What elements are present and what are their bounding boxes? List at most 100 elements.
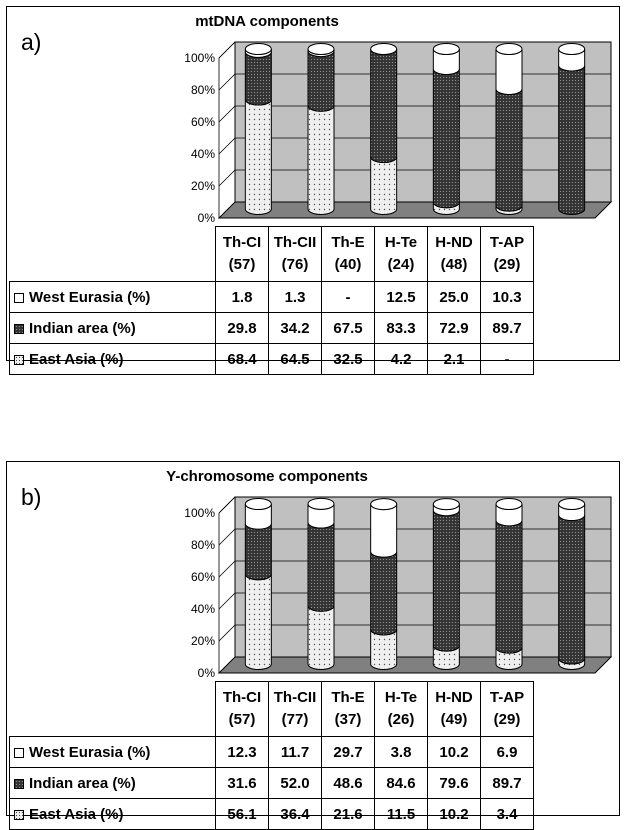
series-name: East Asia (%)	[29, 805, 124, 823]
series-label: East Asia (%)	[9, 798, 216, 830]
category-sample-size: (76)	[281, 256, 309, 273]
indian-area-segment	[244, 51, 272, 106]
data-cell: 1.8	[215, 281, 269, 313]
data-cell: 52.0	[268, 767, 322, 799]
series-name: West Eurasia (%)	[29, 743, 151, 761]
y-tick-label: 40%	[191, 602, 215, 616]
west-eurasia-segment	[370, 504, 398, 558]
cylinder-bar	[495, 43, 523, 215]
east-asia-swatch	[14, 809, 24, 820]
cylinder-bar	[244, 498, 272, 670]
gridline-side	[218, 560, 236, 578]
data-cell: 29.7	[321, 736, 375, 768]
category-header: Th-E (40)	[321, 226, 375, 282]
cylinder-top-cap	[432, 43, 460, 55]
y-tick-label: 100%	[184, 51, 215, 65]
category-name: H-Te	[384, 689, 418, 706]
cylinder-bar	[558, 498, 586, 670]
cylinder-top-cap	[307, 43, 335, 55]
y-tick-label: 60%	[191, 115, 215, 129]
mtdna-data-table: Th-CI (57) Th-CII (76) Th-E (40) H-Te (24) H-ND (…	[9, 226, 534, 375]
category-header: T-AP (29)	[480, 681, 534, 737]
west-eurasia-row: West Eurasia (%) 12.3 11.7 29.7 3.8 10.2 6.9	[9, 736, 534, 768]
y-axis-top-edge	[218, 496, 236, 514]
data-cell: 56.1	[215, 798, 269, 830]
plot-floor	[217, 201, 613, 219]
category-sample-size: (26)	[387, 711, 415, 728]
data-cell: 25.0	[427, 281, 481, 313]
indian-area-segment	[244, 523, 272, 581]
east-asia-segment	[307, 605, 335, 670]
y-chromosome-data-table: Th-CI (57) Th-CII (77) Th-E (37) H-Te (26) H-ND (…	[9, 681, 534, 830]
category-sample-size: (57)	[228, 711, 256, 728]
east-asia-segment	[307, 105, 335, 215]
data-cell: 67.5	[321, 312, 375, 344]
plot-back-wall	[234, 41, 612, 203]
cylinder-top-cap	[370, 498, 398, 511]
category-header: Th-CI (57)	[215, 681, 269, 737]
cylinder-top-cap	[244, 498, 272, 510]
series-name: Indian area (%)	[29, 319, 136, 337]
cylinder-top-cap	[558, 43, 586, 55]
indian-area-segment	[370, 48, 398, 163]
data-cell: 31.6	[215, 767, 269, 799]
y-chromosome-chart-panel: 0% 20% 40% 60% 80% 100% b) Y-chromosome compo…	[6, 461, 620, 830]
category-name: Th-E	[331, 234, 365, 251]
cylinder-bar	[558, 43, 586, 215]
cylinder-top-cap	[370, 43, 398, 55]
indian-area-segment	[558, 65, 586, 215]
data-cell: 36.4	[268, 798, 322, 830]
category-sample-size: (29)	[493, 711, 521, 728]
category-name: T-AP	[489, 689, 525, 706]
category-header: H-Te (24)	[374, 226, 428, 282]
y-tick-label: 0%	[198, 211, 216, 225]
cylinder-bar	[307, 497, 335, 670]
y-tick-label: 20%	[191, 179, 215, 193]
data-cell: 10.2	[427, 798, 481, 830]
y-tick-label: 40%	[191, 147, 215, 161]
west-eurasia-swatch	[14, 292, 24, 303]
category-header: Th-E (37)	[321, 681, 375, 737]
data-cell: 48.6	[321, 767, 375, 799]
cylinder-top-cap	[244, 43, 272, 55]
gridline-side	[218, 624, 236, 642]
data-cell: 4.2	[374, 343, 428, 375]
data-cell: 12.3	[215, 736, 269, 768]
indian-area-segment	[432, 510, 460, 652]
gridline-side	[218, 592, 236, 610]
data-cell: 6.9	[480, 736, 534, 768]
gridline-side	[218, 73, 236, 91]
data-cell: 79.6	[427, 767, 481, 799]
y-tick-label: 60%	[191, 570, 215, 584]
category-header: H-ND (49)	[427, 681, 481, 737]
category-name: Th-CI	[222, 689, 262, 706]
gridline-side	[218, 105, 236, 123]
data-cell: 64.5	[268, 343, 322, 375]
cylinder-bar	[370, 498, 398, 670]
plot-floor	[217, 656, 613, 674]
indian-area-row: Indian area (%) 29.8 34.2 67.5 83.3 72.9 89.7	[9, 312, 534, 344]
east-asia-row: East Asia (%) 56.1 36.4 21.6 11.5 10.2 3.4	[9, 798, 534, 830]
indian-area-segment	[432, 68, 460, 209]
category-header-row: Th-CI (57) Th-CII (77) Th-E (37) H-Te (26) H-ND (…	[10, 681, 534, 737]
data-cell: 68.4	[215, 343, 269, 375]
series-label: Indian area (%)	[9, 767, 216, 799]
category-header: Th-CI (57)	[215, 226, 269, 282]
cylinder-top-cap	[495, 498, 523, 510]
cylinder-top-cap	[495, 43, 523, 55]
y-axis-top-edge	[218, 41, 236, 59]
series-name: East Asia (%)	[29, 350, 124, 368]
east-asia-segment	[244, 99, 272, 215]
data-cell: 10.3	[480, 281, 534, 313]
category-name: H-ND	[435, 234, 473, 251]
data-cell: 2.1	[427, 343, 481, 375]
indian-area-segment	[558, 514, 586, 665]
gridline-side	[218, 169, 236, 187]
data-cell: 3.4	[480, 798, 534, 830]
category-name: Th-E	[331, 689, 365, 706]
data-cell: 21.6	[321, 798, 375, 830]
indian-area-swatch	[14, 778, 24, 789]
category-name: Th-CII	[273, 689, 317, 706]
category-header: T-AP (29)	[480, 226, 534, 282]
y-chromosome-chart-plot: 0% 20% 40% 60% 80% 100%	[184, 496, 613, 680]
